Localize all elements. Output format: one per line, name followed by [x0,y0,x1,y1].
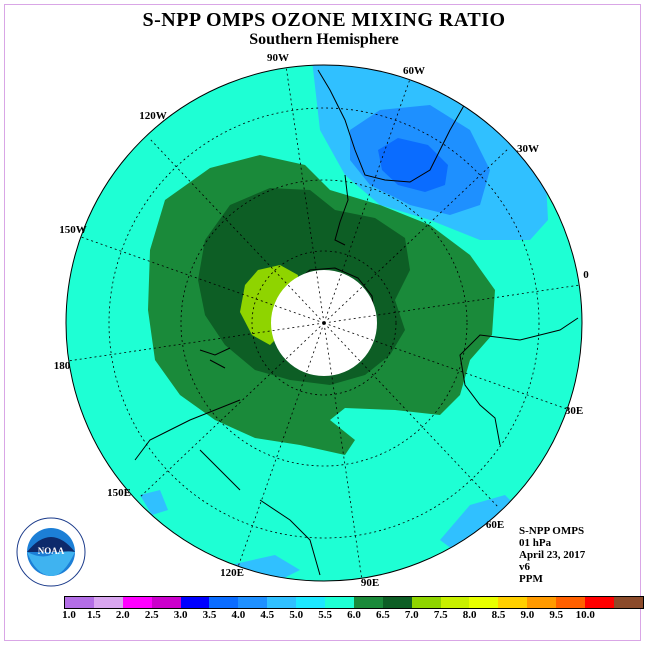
color-swatch [65,597,94,608]
lon-label-60w: 60W [403,65,425,77]
color-scale-tick-label: 7.5 [433,609,448,621]
lon-label-120w: 120W [139,110,167,122]
color-scale-tick-label: 3.0 [173,609,188,621]
lon-label-90w: 90W [267,52,289,64]
south-america-outline [317,69,481,246]
info-level: 01 hPa [519,537,552,549]
color-scale-tick-label: 9.0 [520,609,535,621]
noaa-logo-text: NOAA [38,546,65,556]
color-swatch [238,597,268,608]
color-swatch [296,597,326,608]
ozone-field-blue-patch-w [140,490,168,515]
color-swatch [382,597,412,608]
color-swatch [209,597,239,608]
ozone-field-dark-blue [378,138,448,192]
color-scale-tick-label: 10.0 [575,609,595,621]
color-swatch [325,597,354,608]
map-info-block: S-NPP OMPS 01 hPa April 23, 2017 v6 PPM [519,525,585,585]
lon-label-120e: 120E [220,567,244,579]
color-scale-tick-label: 6.0 [347,609,361,621]
color-swatch [122,597,152,608]
color-scale-tick-label: 1.5 [87,609,101,621]
color-scale-tick-label: 8.5 [491,609,506,621]
lon-label-90e: 90E [361,577,379,589]
info-units: PPM [519,573,543,585]
ozone-field-blue-patch-e [440,495,520,555]
color-swatch [613,597,643,608]
lon-label-0: 0 [583,269,589,281]
figure-frame [4,4,641,641]
lon-label-60e: 60E [486,519,504,531]
color-scale-ticks: 1.0 1.5 2.0 2.5 3.0 3.5 4.0 4.5 5.0 5.5 6.0 6.5 7.0 7… [0,609,648,623]
color-swatch [556,597,586,608]
info-instrument: S-NPP OMPS [519,525,585,537]
color-swatch [411,597,441,608]
noaa-logo: NOAA [16,517,86,587]
info-version: v6 [519,561,530,573]
africa-outline [459,317,579,446]
color-scale-tick-label: 3.5 [202,609,217,621]
map-subtitle: Southern Hemisphere [249,31,399,48]
map-boundary [65,64,583,582]
color-swatch [527,597,557,608]
color-scale-tick-label: 8.0 [462,609,477,621]
color-scale-tick-label: 4.0 [231,609,246,621]
color-scale-tick-label: 6.5 [376,609,390,621]
color-swatch [180,597,210,608]
color-swatch [498,597,528,608]
color-swatch [469,597,499,608]
color-scale-tick-label: 9.5 [549,609,564,621]
color-swatch [93,597,123,608]
color-swatch [440,597,470,608]
south-pole-marker [322,321,326,325]
australia-outline [134,399,321,576]
color-scale-tick-label: 5.0 [289,609,304,621]
color-scale-tick-label: 1.0 [62,609,76,621]
color-swatch [267,597,297,608]
new-zealand-outline [199,347,231,369]
map-title: S-NPP OMPS OZONE MIXING RATIO [142,9,506,31]
color-scale-tick-label: 5.5 [318,609,332,621]
lon-label-150w: 150W [59,224,87,236]
lon-label-30w: 30W [517,143,539,155]
lon-label-180: 180 [54,360,71,372]
color-scale-tick-label: 2.5 [144,609,159,621]
color-swatch [353,597,383,608]
color-swatch [151,597,181,608]
color-scale-tick-label: 4.5 [260,609,275,621]
graticule [67,65,581,581]
lon-label-30e: 30E [565,405,583,417]
info-date: April 23, 2017 [519,549,586,561]
color-scale-tick-label: 7.0 [404,609,419,621]
color-swatch [585,597,614,608]
color-scale-bar [64,596,644,609]
lon-label-150e: 150E [107,487,131,499]
color-scale-tick-label: 2.0 [115,609,130,621]
